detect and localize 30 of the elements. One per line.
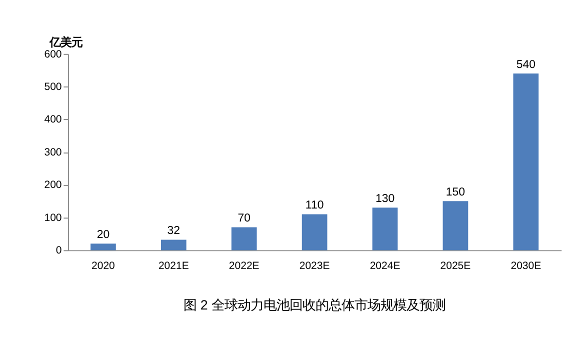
y-tick-label: 100 bbox=[44, 212, 62, 224]
data-label: 32 bbox=[167, 224, 180, 237]
bar bbox=[513, 74, 539, 250]
y-tick-label: 200 bbox=[44, 179, 62, 192]
data-label: 110 bbox=[305, 199, 324, 212]
x-tick-label: 2021E bbox=[158, 260, 189, 272]
y-tick-label: 0 bbox=[56, 244, 62, 257]
bar bbox=[302, 214, 328, 250]
data-label: 540 bbox=[516, 58, 536, 71]
y-tick-label: 600 bbox=[44, 48, 62, 60]
x-tick-label: 2025E bbox=[440, 260, 471, 272]
bar bbox=[372, 208, 398, 250]
data-label: 20 bbox=[96, 228, 110, 241]
bar bbox=[90, 244, 116, 250]
bar bbox=[160, 240, 186, 250]
bar bbox=[231, 227, 257, 250]
data-label: 150 bbox=[446, 186, 466, 198]
x-tick-label: 2030E bbox=[510, 260, 542, 272]
x-tick-label: 2020 bbox=[92, 260, 116, 272]
text: 图 2 全球动力电池回收的总体市场规模及预测 bbox=[184, 298, 446, 313]
y-tick-label: 400 bbox=[44, 114, 62, 126]
bar bbox=[442, 201, 468, 250]
y-tick-label: 500 bbox=[44, 80, 62, 93]
data-label: 130 bbox=[375, 192, 395, 205]
data-label: 70 bbox=[238, 212, 251, 225]
y-tick-label: 300 bbox=[44, 146, 62, 158]
x-tick-label: 2023E bbox=[299, 260, 330, 272]
x-tick-label: 2024E bbox=[370, 260, 400, 272]
x-tick-label: 2022E bbox=[228, 260, 260, 272]
y-axis-title: 亿美元 bbox=[48, 36, 82, 49]
